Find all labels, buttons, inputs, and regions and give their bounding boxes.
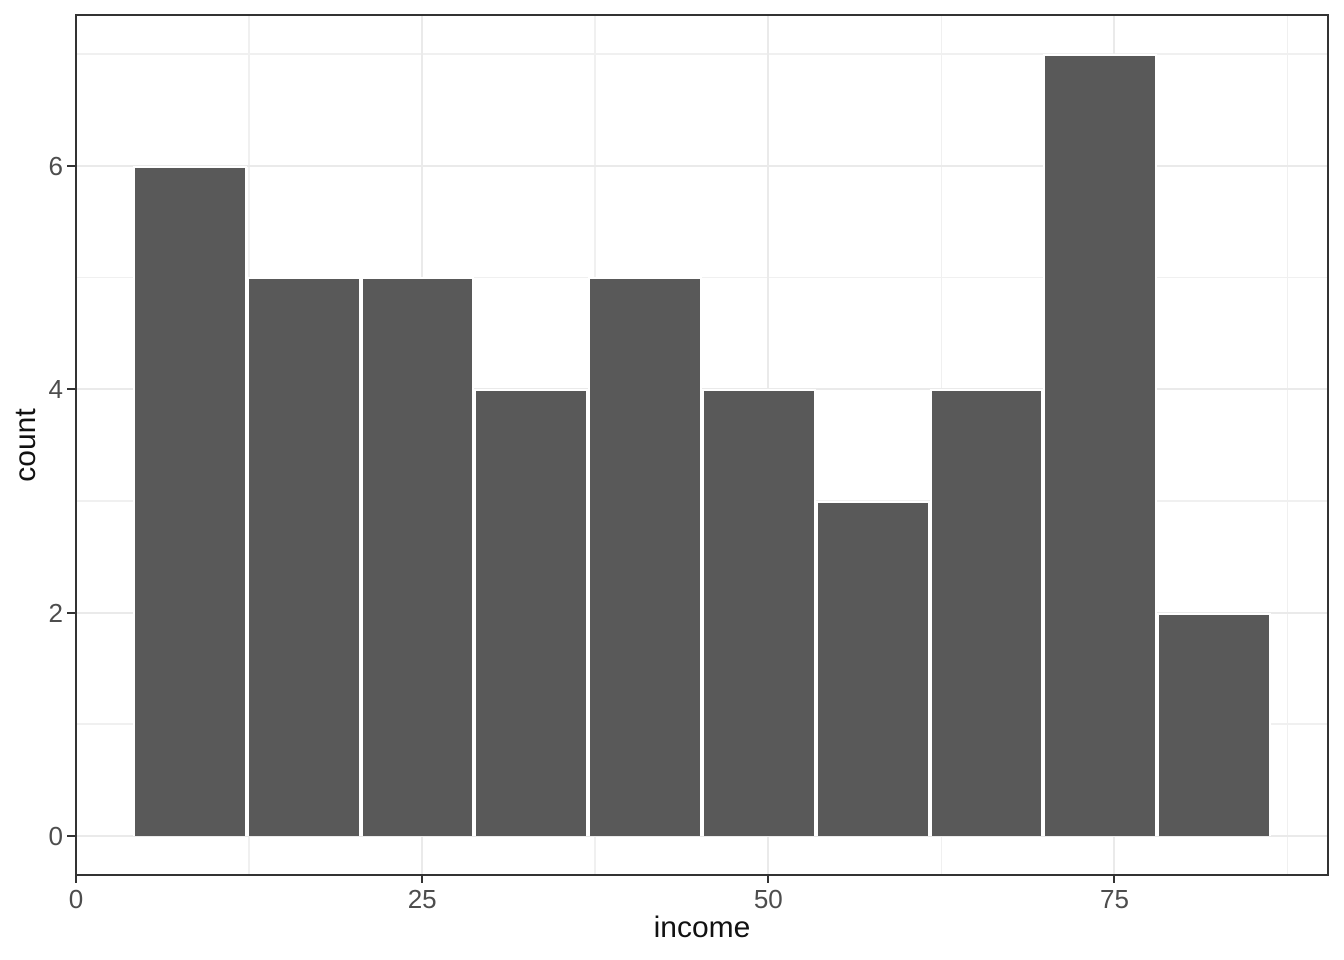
- histogram-bar: [815, 500, 930, 836]
- x-tick-mark: [75, 875, 77, 883]
- x-tick-label: 50: [753, 884, 783, 914]
- y-tick-mark: [67, 611, 75, 614]
- histogram-bar: [588, 277, 702, 836]
- histogram-bar: [246, 277, 361, 836]
- x-tick-label: 25: [407, 884, 437, 914]
- y-major-gridline: [76, 834, 1328, 837]
- y-major-gridline: [76, 164, 1328, 167]
- y-tick-mark: [67, 388, 75, 391]
- histogram-bar: [702, 389, 816, 836]
- x-tick-mark: [767, 875, 770, 883]
- x-minor-gridline: [1286, 15, 1289, 875]
- y-minor-gridline: [76, 276, 1328, 279]
- x-tick-label: 0: [68, 884, 84, 914]
- y-tick-mark: [67, 164, 75, 167]
- y-minor-gridline: [76, 53, 1328, 55]
- y-axis-title: count: [9, 408, 42, 482]
- x-tick-mark: [1113, 875, 1116, 883]
- y-tick-label: 6: [48, 150, 63, 181]
- y-tick-mark: [67, 834, 75, 837]
- histogram-bar: [1043, 54, 1158, 836]
- histogram-bar: [360, 277, 475, 836]
- histogram-bar: [474, 389, 589, 836]
- panel-border: [75, 14, 1329, 876]
- histogram-bar: [1157, 612, 1272, 836]
- x-axis-title: income: [653, 911, 751, 944]
- y-tick-label: 0: [48, 820, 63, 851]
- y-tick-label: 2: [48, 597, 63, 628]
- histogram-bar: [929, 389, 1044, 836]
- x-tick-label: 75: [1100, 884, 1129, 914]
- x-tick-mark: [421, 875, 424, 883]
- y-tick-label: 4: [48, 374, 63, 405]
- histogram-bar: [132, 165, 247, 836]
